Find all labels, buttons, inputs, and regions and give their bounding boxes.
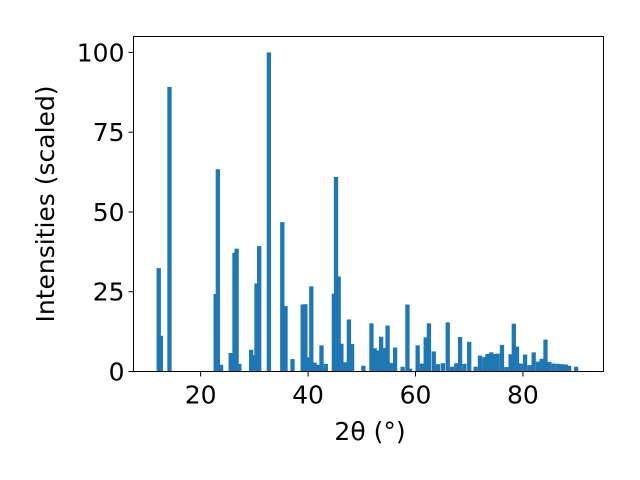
bar [485, 353, 490, 372]
bar [563, 364, 569, 372]
y-tick-label: 25 [93, 278, 125, 307]
bar [254, 283, 259, 372]
x-tick-label: 60 [400, 381, 432, 410]
bar [535, 361, 541, 372]
x-tick-label: 40 [292, 381, 324, 410]
bar [283, 306, 288, 372]
bar [467, 341, 472, 372]
bar [495, 353, 500, 372]
bar [251, 355, 256, 372]
bar [499, 345, 505, 372]
bar [454, 363, 459, 372]
bar [369, 323, 374, 372]
bar [543, 339, 548, 372]
bar [407, 368, 413, 372]
bar [346, 319, 352, 372]
bar [445, 322, 450, 372]
bar [319, 345, 324, 372]
bar [234, 248, 239, 372]
bar [312, 362, 317, 372]
bar [431, 351, 436, 372]
bar [315, 364, 320, 372]
bar [388, 362, 393, 372]
bar [156, 268, 161, 372]
bar [539, 358, 544, 372]
bar [339, 343, 344, 372]
bar [290, 359, 295, 372]
bar [158, 335, 164, 372]
plot-frame [133, 36, 604, 372]
bar [349, 344, 355, 372]
bar [257, 246, 262, 372]
bar [504, 367, 509, 372]
bar [514, 346, 520, 372]
bar [378, 336, 384, 372]
x-tick-label: 80 [507, 381, 539, 410]
bar [300, 304, 305, 372]
bar [555, 363, 560, 372]
bar [477, 355, 483, 372]
bar [492, 353, 497, 372]
bar [237, 363, 242, 372]
bar [266, 52, 272, 372]
bar [518, 363, 523, 372]
bar [381, 347, 386, 372]
bar [167, 86, 172, 372]
bar [511, 323, 516, 372]
bar [323, 363, 328, 372]
bar [218, 364, 224, 372]
bar [419, 363, 425, 372]
bar [400, 366, 405, 372]
bar [372, 348, 377, 372]
bar [361, 365, 366, 372]
x-axis: 20 40 60 80 [185, 371, 539, 410]
bar [309, 286, 314, 372]
bar [375, 350, 381, 372]
bar [415, 345, 420, 372]
bar [522, 354, 528, 372]
bar [385, 325, 390, 372]
bar [303, 304, 308, 372]
y-axis: 0 25 50 75 100 [77, 38, 134, 387]
bar [426, 323, 432, 372]
bar-series [156, 52, 579, 372]
bar [440, 363, 446, 372]
bar [508, 354, 513, 372]
y-tick-label: 100 [77, 38, 125, 67]
bar [215, 169, 220, 372]
bar [547, 361, 552, 372]
bar [228, 353, 233, 372]
bar [482, 357, 487, 372]
bar [392, 347, 398, 372]
x-axis-label: 2θ (°) [334, 417, 405, 446]
bar [336, 276, 341, 372]
bar [280, 222, 285, 372]
bar [449, 366, 455, 372]
bar [489, 352, 494, 372]
x-tick-label: 20 [185, 381, 217, 410]
bar [462, 363, 467, 372]
bar [473, 366, 478, 372]
bar [457, 337, 463, 372]
bar [343, 362, 348, 372]
y-tick-label: 50 [93, 198, 125, 227]
bar [248, 349, 254, 372]
y-tick-label: 75 [93, 118, 125, 147]
bar [566, 365, 572, 372]
y-tick-label: 0 [109, 358, 125, 387]
bar [527, 365, 532, 372]
y-axis-label: Intensities (scaled) [31, 85, 60, 322]
bar [551, 363, 556, 372]
bar [559, 364, 565, 372]
bar [531, 352, 536, 372]
bar [333, 176, 339, 372]
bar [573, 366, 579, 372]
bar [405, 304, 410, 372]
bar [423, 337, 428, 372]
bar [306, 357, 311, 372]
bar [435, 364, 441, 372]
